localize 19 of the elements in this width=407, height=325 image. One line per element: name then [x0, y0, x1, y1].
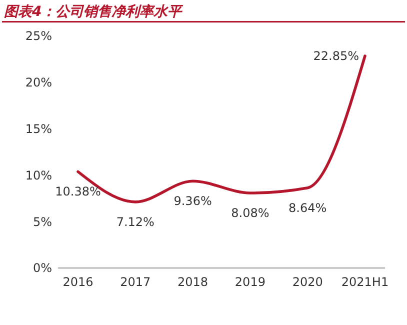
y-tick-label: 5% — [32, 214, 52, 229]
x-tick-label: 2020 — [292, 275, 323, 289]
data-label: 22.85% — [313, 48, 359, 63]
x-tick-label: 2018 — [178, 275, 208, 289]
x-tick-label: 2017 — [120, 275, 151, 289]
data-label: 10.38% — [55, 184, 101, 199]
data-label: 8.64% — [288, 200, 327, 215]
y-tick-label: 15% — [25, 122, 52, 136]
y-tick-label: 10% — [25, 168, 52, 182]
data-label: 8.08% — [231, 206, 270, 220]
y-tick-label: 25% — [25, 29, 52, 44]
y-tick-label: 0% — [32, 261, 52, 276]
x-tick-label: 2019 — [234, 275, 266, 289]
x-tick-label: 2016 — [62, 275, 94, 289]
data-label: 7.12% — [116, 214, 154, 229]
data-label: 9.36% — [174, 194, 212, 208]
x-tick-label: 2021H1 — [341, 275, 389, 289]
chart-title: 图表4：公司销售净利率水平 — [4, 3, 184, 20]
y-tick-label: 20% — [25, 76, 52, 90]
